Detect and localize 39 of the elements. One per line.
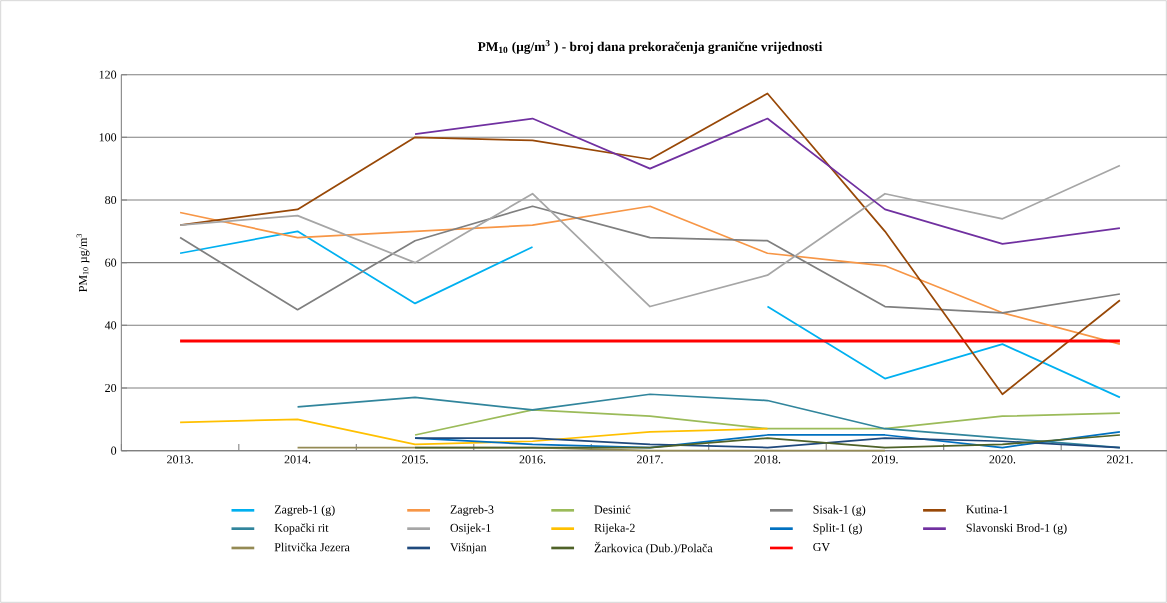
line-series (414, 409, 1121, 436)
x-tick-label: 2019. (871, 455, 898, 464)
x-tick-label: 2018. (754, 455, 781, 464)
x-tick-label: 2017. (637, 455, 663, 464)
y-tick-label: 120 (99, 70, 117, 79)
y-tick-label: 0 (111, 446, 117, 455)
legend-label: Kutina-1 (966, 505, 1008, 514)
legend-label: Višnjan (450, 542, 487, 554)
y-tick-label: 80 (105, 195, 117, 205)
legend-label: Plitvička Jezera (274, 542, 350, 552)
legend-label: Osijek-1 (450, 523, 491, 535)
y-tick-label: 100 (99, 133, 117, 142)
x-tick-label: 2014. (284, 455, 311, 464)
legend-label: Zagreb-3 (450, 505, 494, 517)
x-tick-label: 2016. (519, 455, 546, 464)
x-tick-label: 2013. (167, 455, 193, 464)
legend-label: Kopački rit (274, 523, 329, 535)
line-series (296, 393, 1121, 449)
line-series (179, 418, 769, 446)
y-axis-title: PM$_{10}$ µg/m$^{3}$ (76, 234, 90, 292)
legend-label: Slavonski Brod-1 (g) (966, 523, 1067, 535)
y-tick-label: 20 (105, 383, 117, 393)
line-series (414, 117, 1121, 245)
legend-label: Žarkovica (Dub.)/Polača (594, 541, 713, 555)
y-tick-label: 60 (105, 258, 117, 267)
legend-label: Rijeka-2 (594, 523, 635, 535)
line-series (179, 205, 1121, 314)
line-series (179, 205, 1121, 345)
legend-label: Split-1 (g) (813, 523, 862, 535)
legend-label: Sisak-1 (g) (813, 505, 866, 517)
x-tick-label: 2015. (402, 455, 428, 464)
chart-title: PM$_{10}$ (µg/m$^{3}$ ) - broj dana prekoračenja granične vrijednosti (477, 40, 823, 54)
y-tick-label: 40 (104, 321, 117, 330)
x-tick-label: 2020. (989, 455, 1016, 464)
x-tick-label: 2021. (1106, 455, 1133, 464)
legend-label: Desinić (594, 505, 631, 514)
legend-label: GV (813, 543, 830, 552)
line-series (179, 164, 1121, 308)
legend-label: Zagreb-1 (g) (274, 505, 335, 517)
